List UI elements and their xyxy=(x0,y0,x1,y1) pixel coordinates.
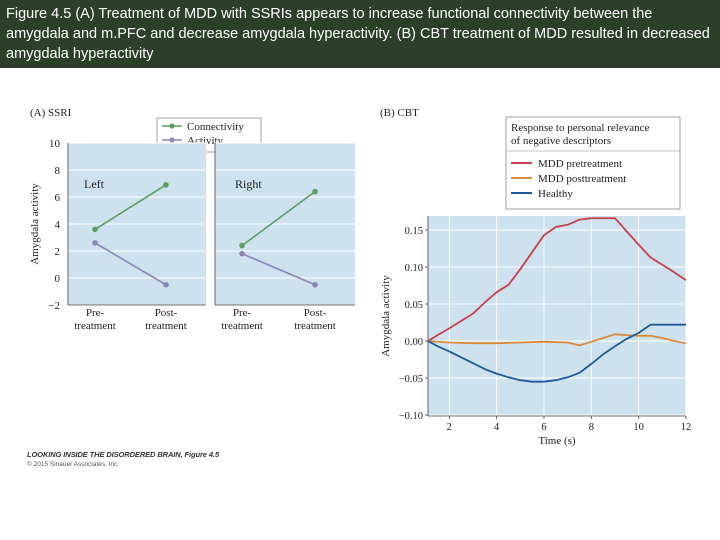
panel-b-xtick-label: 2 xyxy=(447,422,452,433)
panel-b-legend-label-1: MDD posttreatment xyxy=(538,173,626,185)
panel-a-legend-label-0: Connectivity xyxy=(187,121,244,133)
panel-b-xtick-label: 8 xyxy=(589,422,594,433)
panel-a-legend-marker-0 xyxy=(169,123,175,129)
panel-a-ytick-label: 10 xyxy=(49,138,61,150)
panel-b-legend-title: Response to personal relevance of negativ… xyxy=(511,122,649,147)
panel-a-category-label: treatment xyxy=(294,320,336,332)
panel-a-category-label: treatment xyxy=(74,320,116,332)
panel-a-category-label: Post- xyxy=(155,307,178,319)
panel-b-ytick-label: 0.00 xyxy=(405,337,423,348)
caption-bar: Figure 4.5 (A) Treatment of MDD with SSR… xyxy=(0,0,720,68)
panel-a-category-label: treatment xyxy=(221,320,263,332)
panel-a-ytick-label: 8 xyxy=(55,165,61,177)
panel-a-subplot-title: Left xyxy=(84,177,105,191)
figure-caption: Figure 4.5 (A) Treatment of MDD with SSR… xyxy=(6,6,710,62)
panel-a-data-point-activity xyxy=(312,281,318,288)
panel-b-xtick-label: 4 xyxy=(494,422,500,433)
panel-a-series-line-connectivity xyxy=(94,184,167,231)
panel-b-xtick-label: 10 xyxy=(633,422,644,433)
panel-a-data-point-connectivity xyxy=(163,182,169,188)
credit-copyright: © 2015 Sinauer Associates, Inc. xyxy=(27,461,120,468)
figure-credit: LOOKING INSIDE THE DISORDERED BRAIN, Fig… xyxy=(27,450,219,468)
panel-b-legend-box xyxy=(505,116,681,210)
panel-a-category-label: Pre- xyxy=(86,307,105,319)
panel-a-ytick-label: 4 xyxy=(55,219,61,231)
panel-b-ytick-label: −0.05 xyxy=(399,374,423,385)
panel-b-series-healthy xyxy=(427,323,686,383)
credit-title: LOOKING INSIDE THE DISORDERED BRAIN, Fig… xyxy=(27,450,219,459)
panel-a-data-point-activity xyxy=(239,250,245,257)
panel-a-category-label: Post- xyxy=(304,307,327,319)
panel-a-data-point-connectivity xyxy=(312,188,318,195)
panel-b-xtick-label: 6 xyxy=(541,422,546,433)
figure-canvas: (A) SSRIConnectivityActivityLeftPre-trea… xyxy=(29,107,692,447)
panel-b-y-axis-label: Amygdala activity xyxy=(380,275,392,357)
panel-a-ytick-label: 2 xyxy=(55,246,61,258)
panel-a-series-line-activity xyxy=(94,242,167,286)
panel-b-ytick-label: −0.10 xyxy=(399,411,423,422)
panel-a-data-point-connectivity xyxy=(92,226,98,233)
panel-b-legend-label-2: Healthy xyxy=(538,188,573,200)
panel-b-legend-label-0: MDD pretreatment xyxy=(538,158,622,170)
panel-a-legend-marker-1 xyxy=(169,137,175,143)
panel-a-subplot-title: Right xyxy=(235,177,262,191)
panel-b-series-mdd-pretreatment xyxy=(427,217,687,342)
panel-a-series-line-connectivity xyxy=(241,190,316,247)
panel-b-ytick-label: 0.10 xyxy=(405,263,423,274)
panel-b-plot-area xyxy=(428,216,686,416)
panel-b-ytick-label: 0.05 xyxy=(405,300,423,311)
panel-a-ytick-label: 0 xyxy=(55,273,61,285)
panel-a-ytick-label: −2 xyxy=(48,300,60,312)
panel-a-ytick-label: 6 xyxy=(55,192,61,204)
panel-b-label: (B) CBT xyxy=(380,107,419,119)
panel-a-category-label: Pre- xyxy=(233,307,252,319)
panel-b-x-axis-label: Time (s) xyxy=(538,435,576,447)
panel-a-label: (A) SSRI xyxy=(30,107,72,119)
panel-a-series-line-activity xyxy=(241,252,316,286)
panel-a-data-point-activity xyxy=(163,281,169,288)
panel-a-data-point-activity xyxy=(92,240,98,246)
panel-b-series-mdd-posttreatment xyxy=(427,333,687,347)
panel-a-data-point-connectivity xyxy=(239,242,245,249)
panel-b-xtick-label: 12 xyxy=(681,422,692,433)
panel-b-ytick-label: 0.15 xyxy=(405,226,423,237)
panel-a-category-label: treatment xyxy=(145,320,187,332)
panel-a-y-axis-label: Amygdala activity xyxy=(29,183,41,265)
